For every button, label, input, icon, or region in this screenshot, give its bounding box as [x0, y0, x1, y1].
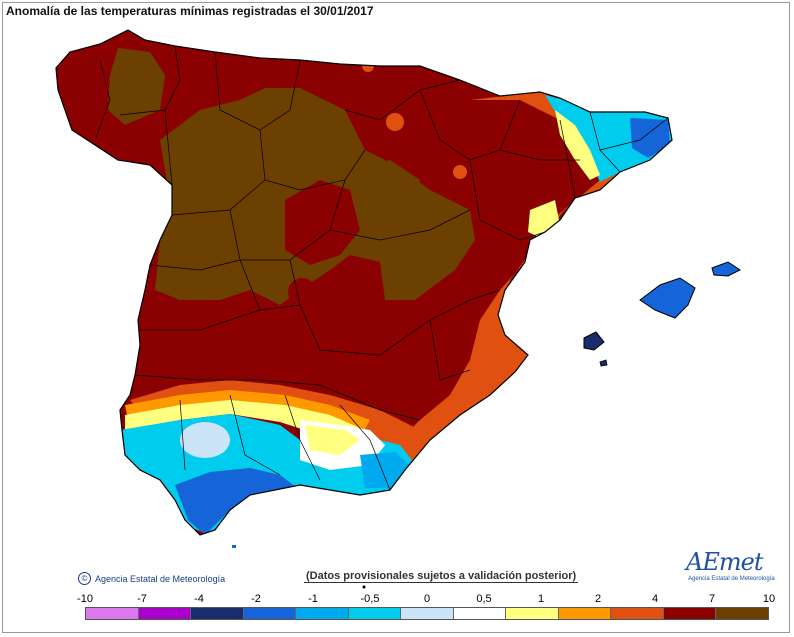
color-legend: -10 -7 -4 -2 -1 -0,5 0 0,5 1 2 4 7 10: [85, 593, 769, 620]
temperature-anomaly-map: [0, 0, 794, 637]
aemet-logo: AEmet Agencia Estatal de Meteorología: [686, 548, 766, 584]
melilla-marker: [363, 586, 366, 589]
aemet-logo-subtitle: Agencia Estatal de Meteorología: [688, 576, 775, 582]
anomaly-zones: [40, 20, 690, 550]
legend-tick-label: 0,5: [476, 593, 491, 605]
provisional-data-note: (Datos provisionales sujetos a validació…: [304, 570, 578, 583]
legend-swatch: [349, 608, 402, 619]
legend-swatch: [296, 608, 349, 619]
zone-mid-high-spot-2: [453, 165, 467, 179]
legend-tick-label: -10: [77, 593, 93, 605]
legend-bar: [85, 607, 769, 620]
ceuta-marker: [232, 545, 236, 548]
legend-swatch: [401, 608, 454, 619]
legend-tick-label: 2: [595, 593, 601, 605]
legend-tick-label: -4: [194, 593, 204, 605]
copyright: © Agencia Estatal de Meteorología: [78, 572, 225, 585]
legend-tick-label: 1: [538, 593, 544, 605]
legend-tick-label: -1: [308, 593, 318, 605]
zone-high-pocket-2: [288, 278, 316, 306]
formentera-island: [600, 360, 607, 366]
legend-tick-label: -2: [251, 593, 261, 605]
legend-ticks: -10 -7 -4 -2 -1 -0,5 0 0,5 1 2 4 7 10: [85, 593, 769, 607]
zone-strong-negative-cadiz: [175, 468, 300, 535]
aemet-logo-text: AEmet: [686, 548, 762, 576]
copyright-icon: ©: [78, 572, 91, 585]
legend-swatch: [139, 608, 192, 619]
legend-swatch: [86, 608, 139, 619]
menorca-island: [712, 262, 740, 276]
mallorca-island: [640, 278, 695, 318]
legend-tick-label: 7: [709, 593, 715, 605]
legend-swatch: [506, 608, 559, 619]
zone-slight-negative-sevilla: [180, 422, 230, 458]
copyright-text: Agencia Estatal de Meteorología: [95, 574, 225, 584]
legend-tick-label: -7: [137, 593, 147, 605]
legend-swatch: [244, 608, 297, 619]
zone-mid-high-spot-1: [386, 113, 404, 131]
legend-swatch: [559, 608, 612, 619]
legend-swatch: [454, 608, 507, 619]
legend-swatch: [716, 608, 768, 619]
ibiza-island: [584, 332, 604, 350]
legend-tick-label: -0,5: [361, 593, 380, 605]
legend-tick-label: 4: [652, 593, 658, 605]
legend-swatch: [664, 608, 717, 619]
legend-swatch: [611, 608, 664, 619]
legend-tick-label: 0: [424, 593, 430, 605]
legend-tick-label: 10: [763, 593, 775, 605]
legend-swatch: [191, 608, 244, 619]
